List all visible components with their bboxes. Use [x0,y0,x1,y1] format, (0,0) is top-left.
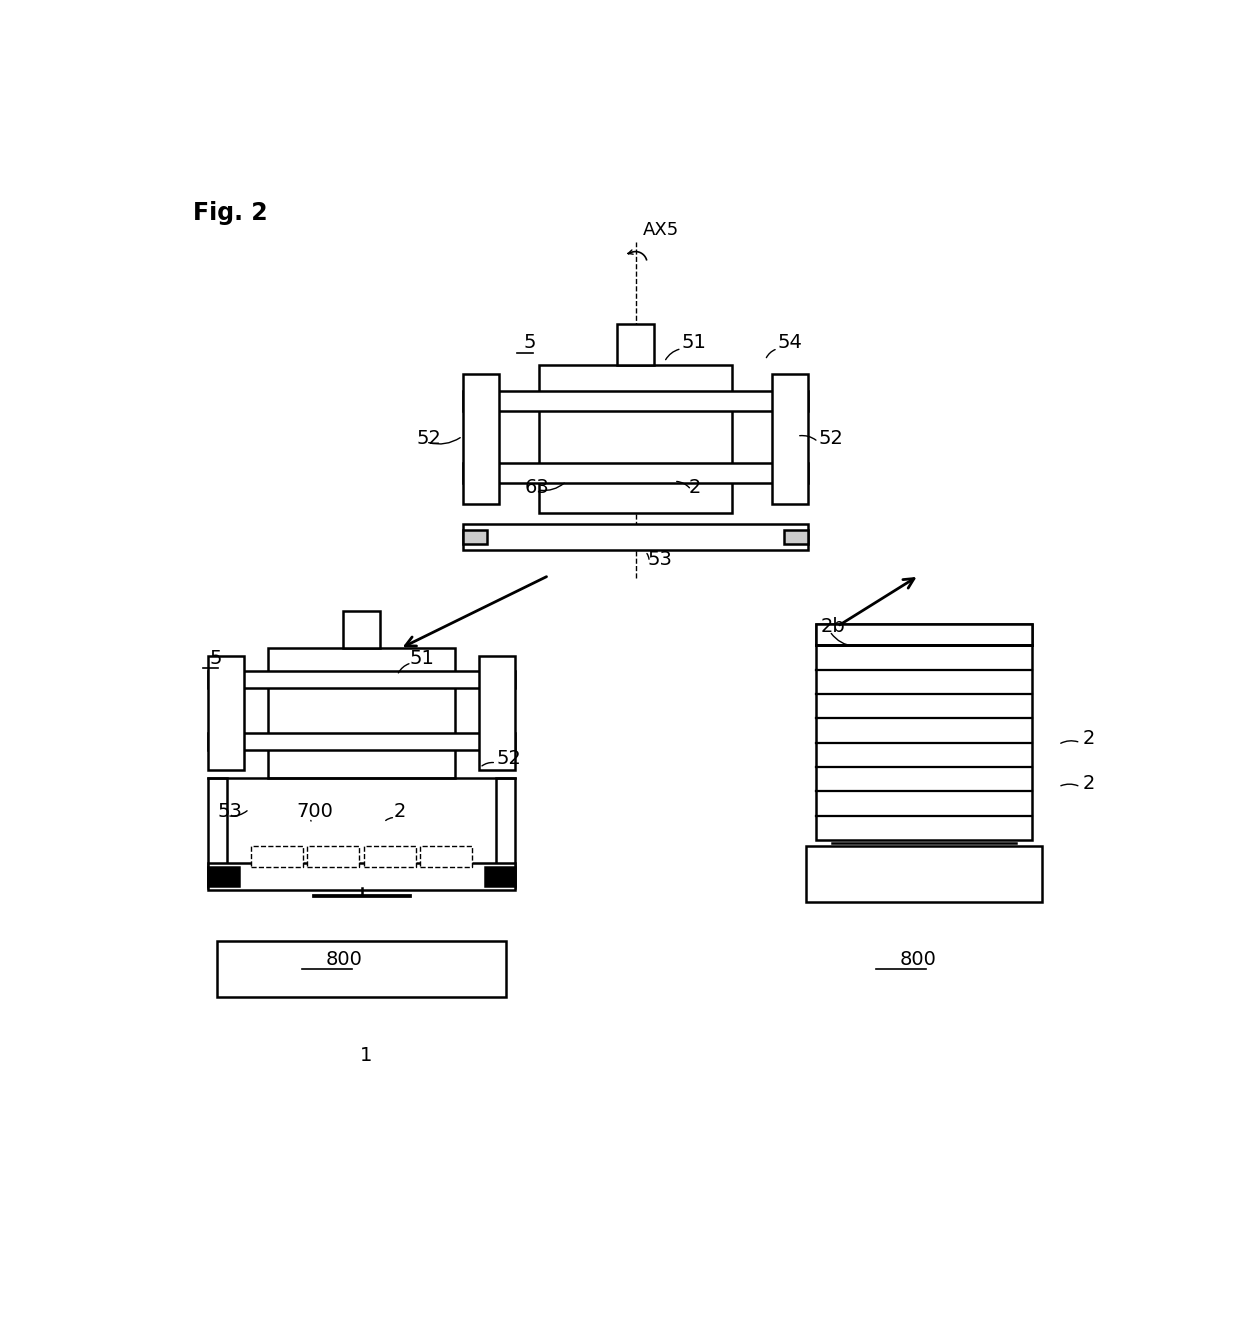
Text: 2: 2 [1083,773,1095,793]
Text: 51: 51 [682,333,707,353]
Text: AX5: AX5 [644,221,680,240]
Bar [208,863,516,890]
Bar [463,391,808,411]
Bar [806,846,1042,902]
Bar [816,625,1032,841]
Bar [208,732,516,751]
Text: 2: 2 [688,477,701,496]
Bar [618,324,653,365]
Bar [785,529,808,545]
Bar [463,464,808,483]
Bar [208,778,227,888]
Text: 800: 800 [900,951,936,969]
Bar [217,941,506,997]
Bar [208,867,238,886]
Bar [496,778,516,888]
Text: 5: 5 [523,333,536,353]
Bar [463,529,486,545]
Bar [485,867,516,886]
Text: 800: 800 [326,951,363,969]
Bar [363,846,415,867]
Text: 51: 51 [409,648,434,667]
Bar [463,524,808,550]
Text: 54: 54 [777,333,802,353]
Text: 2: 2 [393,802,405,821]
Text: 1: 1 [360,1046,372,1066]
Text: 700: 700 [296,802,334,821]
Bar [463,374,498,504]
Text: 53: 53 [647,549,672,569]
Bar [816,625,1032,646]
Bar [250,846,303,867]
Text: 2: 2 [1083,729,1095,748]
Text: 63: 63 [525,477,549,496]
Bar [308,846,360,867]
Bar [773,374,808,504]
Text: Fig. 2: Fig. 2 [193,202,268,225]
Text: 52: 52 [818,430,843,448]
Text: 53: 53 [217,802,242,821]
Bar [208,671,516,688]
Text: 5: 5 [210,648,222,667]
Bar [539,365,732,513]
Bar [343,611,379,648]
Bar [268,648,455,778]
Bar [479,656,516,769]
Text: 52: 52 [496,749,521,768]
Bar [420,846,472,867]
Text: 52: 52 [417,430,441,448]
Bar [208,656,244,769]
Text: 2b: 2b [821,617,846,636]
